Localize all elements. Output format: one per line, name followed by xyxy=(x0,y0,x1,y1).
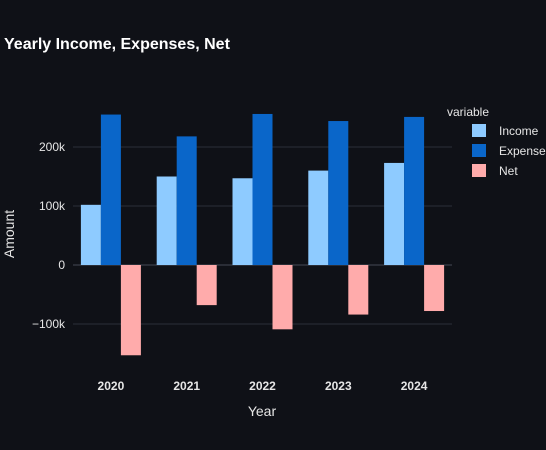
legend-label-income[interactable]: Income xyxy=(499,124,539,138)
x-tick-label: 2023 xyxy=(325,379,352,393)
x-tick-label: 2021 xyxy=(173,379,200,393)
bar-expenses-2020[interactable] xyxy=(100,114,121,265)
x-tick-label: 2020 xyxy=(98,379,125,393)
bars xyxy=(80,113,445,356)
bar-expenses-2022[interactable] xyxy=(252,113,273,266)
bar-net-2024[interactable] xyxy=(424,265,445,312)
bar-expenses-2023[interactable] xyxy=(328,121,349,265)
bar-income-2024[interactable] xyxy=(384,162,405,265)
y-tick-label: 100k xyxy=(39,199,66,213)
x-tick-labels: 2020 2021 2022 2023 2024 xyxy=(98,379,428,393)
bar-net-2020[interactable] xyxy=(120,265,141,356)
legend-title: variable xyxy=(447,105,489,119)
legend-swatch-net[interactable] xyxy=(472,164,486,177)
bar-income-2023[interactable] xyxy=(308,170,329,265)
x-axis-label: Year xyxy=(248,403,277,419)
bar-income-2020[interactable] xyxy=(80,204,101,265)
chart-title: Yearly Income, Expenses, Net xyxy=(4,36,231,53)
legend-label-net[interactable]: Net xyxy=(499,164,518,178)
y-tick-label: 0 xyxy=(58,258,65,272)
bar-income-2022[interactable] xyxy=(232,178,253,265)
legend-swatch-income[interactable] xyxy=(472,124,486,137)
bar-income-2021[interactable] xyxy=(156,176,177,266)
bar-net-2021[interactable] xyxy=(196,265,217,306)
bar-expenses-2024[interactable] xyxy=(404,116,425,265)
y-tick-labels: −100k 0 100k 200k xyxy=(32,140,66,331)
bar-net-2023[interactable] xyxy=(348,265,369,315)
y-tick-label: −100k xyxy=(32,317,66,331)
bar-expenses-2021[interactable] xyxy=(176,136,197,265)
x-tick-label: 2022 xyxy=(249,379,276,393)
y-axis-label: Amount xyxy=(1,210,17,258)
x-tick-label: 2024 xyxy=(401,379,428,393)
legend-swatch-expenses[interactable] xyxy=(472,144,486,157)
bar-net-2022[interactable] xyxy=(272,265,293,330)
legend-label-expenses[interactable]: Expenses xyxy=(499,144,546,158)
legend[interactable]: variable Income Expenses Net xyxy=(447,105,546,178)
y-tick-label: 200k xyxy=(39,140,66,154)
